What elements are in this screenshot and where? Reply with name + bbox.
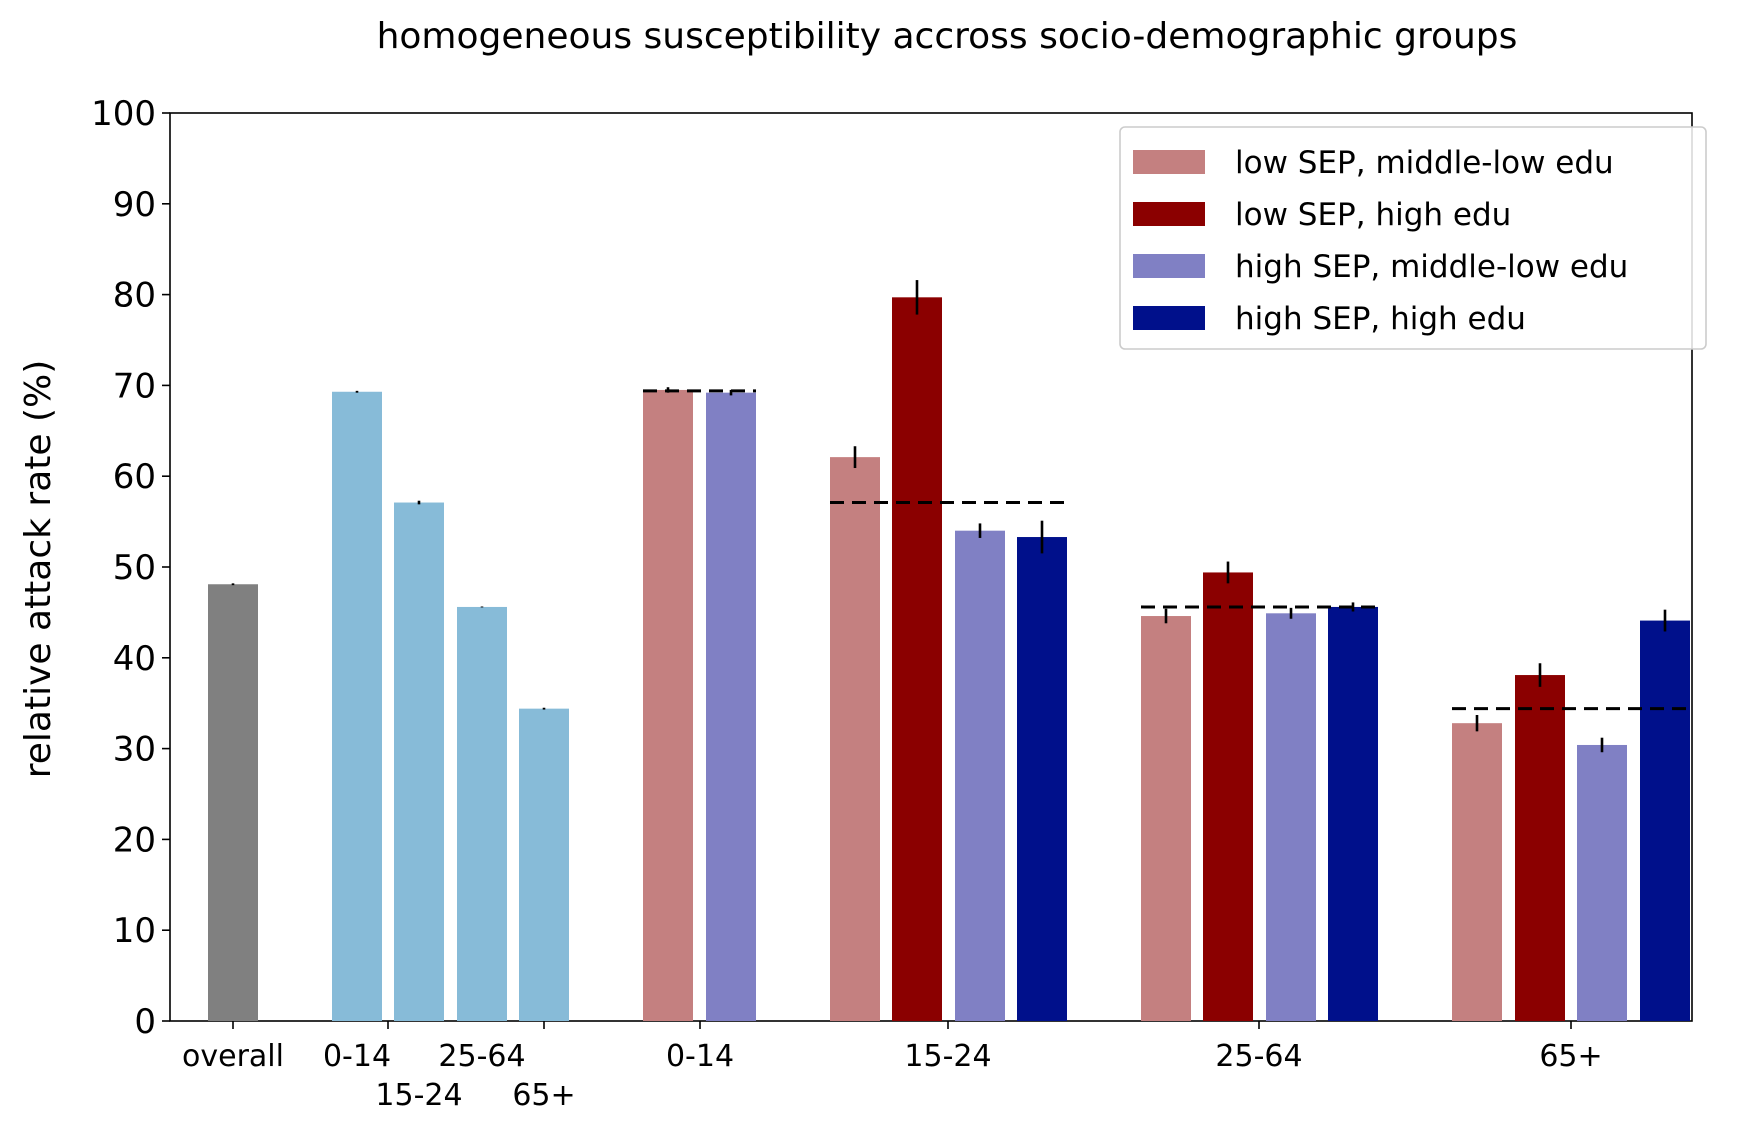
bar <box>457 606 507 1021</box>
chart-title: homogeneous susceptibility accross socio… <box>377 16 1518 57</box>
legend-box <box>1119 126 1707 350</box>
y-tick-label: 30 <box>113 730 156 770</box>
bar <box>332 391 382 1022</box>
bar <box>892 297 942 1022</box>
y-tick-label: 80 <box>113 276 156 316</box>
bar <box>1452 723 1502 1021</box>
y-tick-label: 60 <box>113 457 156 497</box>
bar <box>1203 572 1253 1021</box>
y-tick-label: 20 <box>113 820 156 860</box>
bar <box>208 584 258 1021</box>
bar <box>1266 613 1316 1021</box>
bar <box>1017 537 1067 1021</box>
bar <box>1640 620 1690 1021</box>
plot-area: 0 10 20 30 40 50 60 70 80 90 100 overall 0-14 15-24 25… <box>91 94 1693 1113</box>
y-axis-label: relative attack rate (%) <box>18 360 59 779</box>
x-tick-label: 0-14 <box>666 1039 734 1074</box>
y-tick-label: 70 <box>113 366 156 406</box>
legend: low SEP, middle-low edu low SEP, high edu… <box>1119 126 1707 350</box>
bar <box>955 530 1005 1021</box>
x-tick-label: 25-64 <box>438 1039 525 1074</box>
x-tick-label: 15-24 <box>375 1078 462 1113</box>
x-tick-label: overall <box>182 1039 284 1074</box>
y-tick-label: 0 <box>134 1002 156 1042</box>
x-tick-label: 65+ <box>512 1078 575 1113</box>
legend-swatch <box>1133 254 1205 278</box>
x-tick-label: 65+ <box>1539 1039 1602 1074</box>
x-tick-label: 15-24 <box>904 1039 991 1074</box>
bar <box>394 502 444 1022</box>
bar <box>1577 744 1627 1021</box>
y-tick-label: 40 <box>113 639 156 679</box>
x-tick-label: 25-64 <box>1215 1039 1302 1074</box>
bar <box>706 392 756 1021</box>
legend-swatch <box>1133 202 1205 226</box>
y-tick-label: 10 <box>113 911 156 951</box>
bar <box>643 389 693 1021</box>
bar <box>1141 616 1191 1021</box>
y-tick-label: 50 <box>113 548 156 588</box>
legend-swatch <box>1133 150 1205 174</box>
x-tick-label: 0-14 <box>323 1039 391 1074</box>
bar <box>830 457 880 1022</box>
bar <box>1515 675 1565 1021</box>
legend-label: low SEP, high edu <box>1235 197 1511 233</box>
legend-label: low SEP, middle-low edu <box>1235 145 1614 181</box>
bar <box>519 708 569 1021</box>
y-tick-label: 90 <box>113 185 156 225</box>
legend-label: high SEP, middle-low edu <box>1235 249 1628 285</box>
legend-label: high SEP, high edu <box>1235 301 1526 337</box>
legend-swatch <box>1133 306 1205 330</box>
y-tick-label: 100 <box>91 94 156 134</box>
bar <box>1328 606 1378 1021</box>
